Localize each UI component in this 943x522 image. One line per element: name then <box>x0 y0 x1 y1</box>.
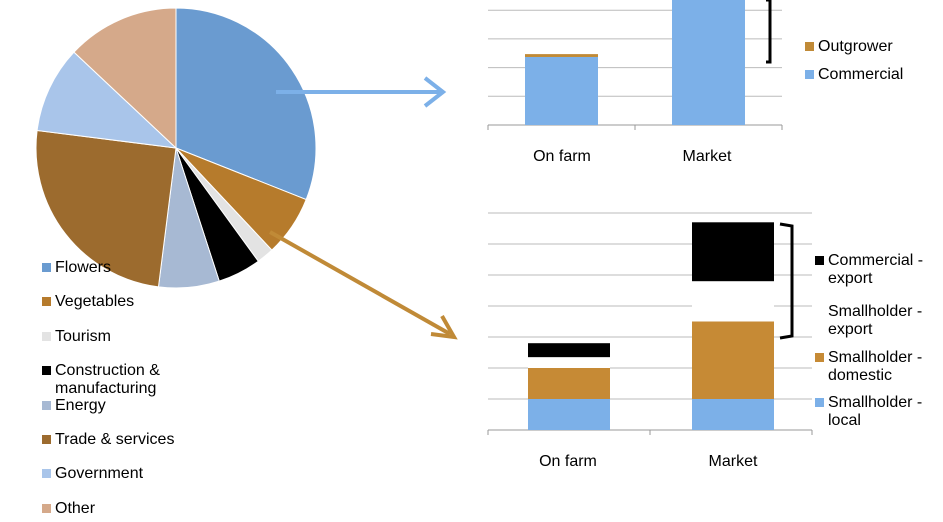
x-tick-label: Market <box>709 453 758 470</box>
x-tick-label: On farm <box>533 148 591 165</box>
legend-entry: Commercial <box>805 66 940 84</box>
legend-label: Commercial <box>818 66 904 83</box>
pie-slice <box>73 7 177 150</box>
bracket <box>766 0 772 64</box>
legend-label: Smallholder - export <box>828 303 923 338</box>
legend-marker <box>815 307 824 316</box>
legend-label: Vegetables <box>55 293 135 311</box>
legend-marker <box>805 42 814 51</box>
pie-slice <box>175 7 317 201</box>
arrow <box>269 230 451 336</box>
pie-slice <box>35 129 177 288</box>
legend-entry: Smallholder - export <box>815 303 943 339</box>
legend-marker <box>805 70 814 79</box>
legend-label: Construction & manufacturing <box>55 362 160 398</box>
bar-segment <box>692 222 774 282</box>
bar-segment <box>692 399 774 430</box>
legend-label: Tourism <box>55 327 112 345</box>
bar-segment <box>692 281 774 322</box>
bar-segment <box>528 343 610 358</box>
legend-marker <box>815 353 824 362</box>
legend-label: Outgrower <box>818 38 893 55</box>
legend-label: Commercial - export <box>828 252 924 287</box>
bar-segment <box>672 0 745 125</box>
legend-entry: Flowers <box>42 259 177 277</box>
legend-marker <box>42 366 51 376</box>
legend-entry: Smallholder - domestic <box>815 349 943 385</box>
legend-marker <box>42 263 51 272</box>
legend-label: Flowers <box>55 259 112 276</box>
bar-segment <box>525 56 598 125</box>
bar-segment <box>528 357 610 368</box>
arrow-head <box>430 315 458 340</box>
arrow-head <box>423 76 447 108</box>
pie-slice <box>36 51 178 149</box>
legend-marker <box>42 469 51 479</box>
legend-entry: Smallholder - local <box>815 394 943 430</box>
legend-label: Smallholder - domestic <box>828 349 923 384</box>
legend-marker <box>42 331 51 341</box>
x-tick-label: On farm <box>539 453 597 470</box>
pie <box>35 7 317 289</box>
bracket <box>779 222 794 340</box>
bar-segment <box>525 54 598 57</box>
legend-entry: Other <box>42 499 177 518</box>
legend-entry: Government <box>42 465 177 483</box>
legend-marker <box>815 256 824 265</box>
legend-entry: Energy <box>42 396 177 415</box>
legend-entry: Vegetables <box>42 293 177 311</box>
legend-entry: Commercial - export <box>815 252 943 288</box>
legend-marker <box>815 398 824 407</box>
bar-segment <box>528 368 610 399</box>
legend-label: Other <box>55 499 96 517</box>
x-tick-label: Market <box>683 148 732 165</box>
legend-marker <box>42 435 51 444</box>
bars: On farm Market On farm Market <box>487 0 813 470</box>
legend-label: Trade & services <box>55 431 175 448</box>
bar-segment <box>692 321 774 399</box>
legend-label: Energy <box>55 396 106 414</box>
legend-entry: Trade & services <box>42 431 177 449</box>
bar-segment <box>528 399 610 430</box>
legend-marker <box>42 297 51 307</box>
legend-entry: Construction & manufacturing <box>42 362 177 398</box>
legend-entry: Outgrower <box>805 38 940 56</box>
legend-label: Smallholder - local <box>828 394 923 429</box>
legend-label: Government <box>55 465 144 483</box>
legend-marker <box>42 400 51 410</box>
legend-entry: Tourism <box>42 327 177 346</box>
legend-marker <box>42 503 51 513</box>
